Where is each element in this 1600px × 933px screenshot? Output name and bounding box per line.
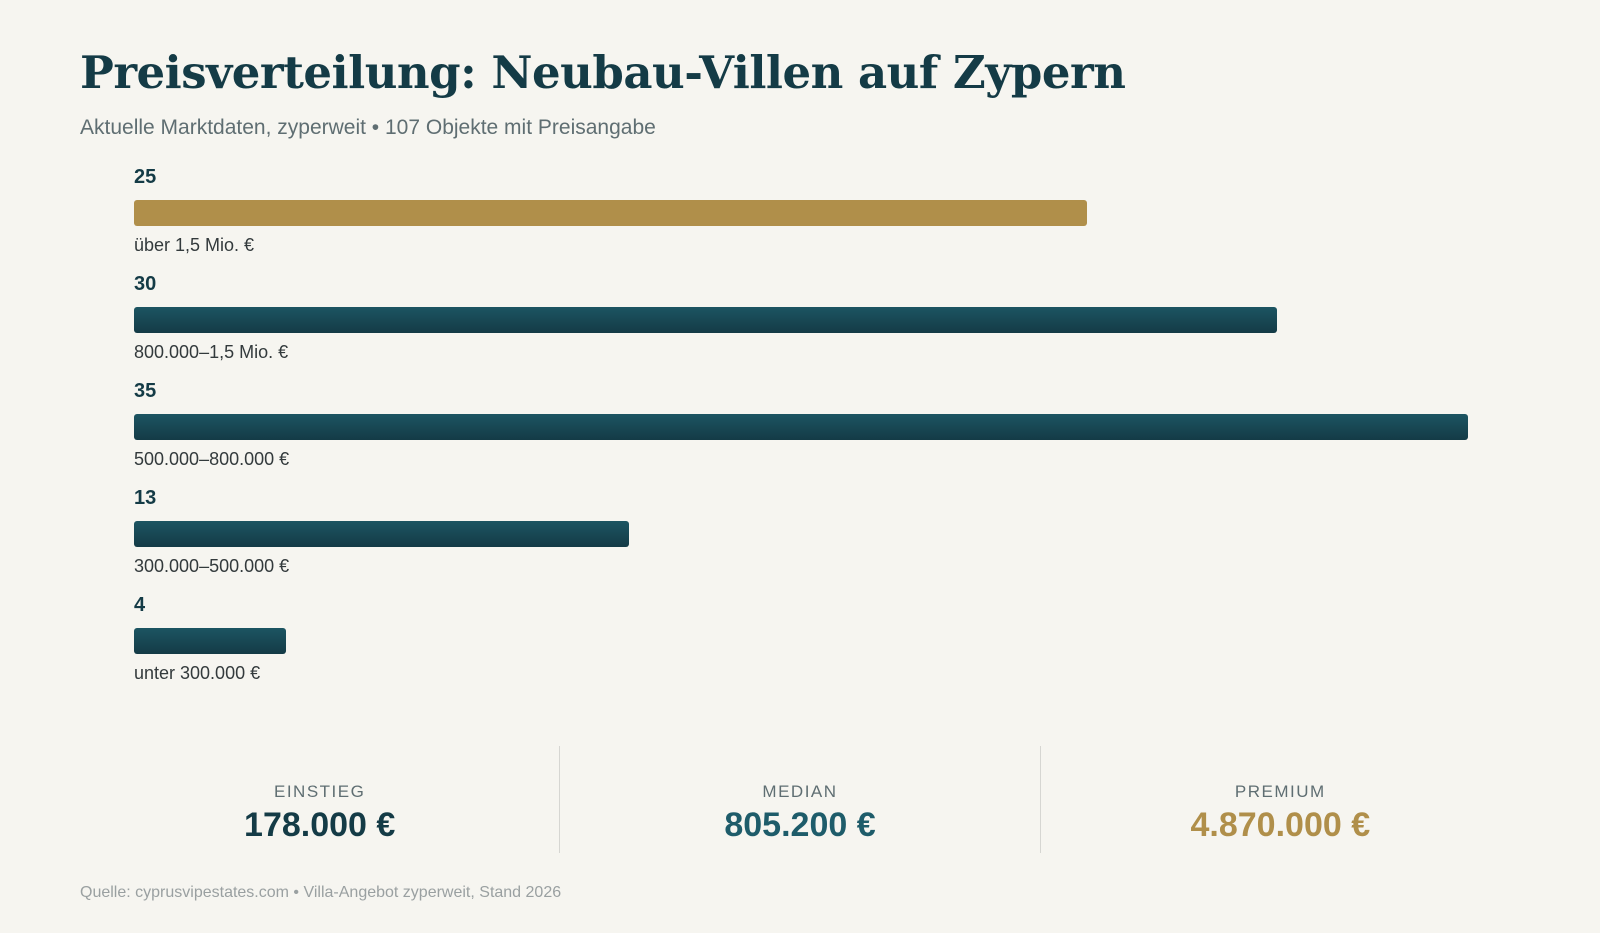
bar-category-label: 800.000–1,5 Mio. €	[134, 342, 289, 362]
bar	[134, 414, 1468, 440]
bar-chart: 25 über 1,5 Mio. € 30 800.000–1,5 Mio. € 35 5…	[134, 166, 1468, 701]
stat-label: EINSTIEG	[273, 782, 366, 801]
bar-value-label: 30	[134, 273, 157, 295]
bar	[134, 200, 1087, 226]
chart-title: Preisverteilung: Neubau-Villen auf Zyper…	[80, 46, 1126, 99]
bar-category-label: 300.000–500.000 €	[134, 556, 290, 576]
bar-track	[134, 414, 1468, 440]
stat-einstieg: EINSTIEG 178.000 €	[80, 746, 559, 853]
bar	[134, 628, 286, 654]
stat-value: 4.870.000 €	[1190, 806, 1371, 844]
bar-row: 4 unter 300.000 €	[134, 594, 1468, 701]
stat-label: PREMIUM	[1234, 782, 1326, 801]
stat-premium: PREMIUM 4.870.000 €	[1039, 746, 1520, 853]
bar-row: 30 800.000–1,5 Mio. €	[134, 273, 1468, 380]
bar-category-label: unter 300.000 €	[134, 663, 261, 683]
stat-median: MEDIAN 805.200 €	[559, 746, 1039, 853]
bar-track	[134, 628, 1468, 654]
bar-value-label: 35	[134, 380, 157, 402]
bar	[134, 307, 1277, 333]
bar-row: 35 500.000–800.000 €	[134, 380, 1468, 487]
bar-row: 13 300.000–500.000 €	[134, 487, 1468, 594]
bar-row: 25 über 1,5 Mio. €	[134, 166, 1468, 273]
source-note: Quelle: cyprusvipestates.com • Villa-Ang…	[80, 884, 562, 901]
bar-track	[134, 307, 1468, 333]
bar-value-label: 4	[134, 594, 146, 616]
chart-subtitle: Aktuelle Marktdaten, zyperweit • 107 Obj…	[80, 116, 656, 139]
bar-value-label: 13	[134, 487, 157, 509]
stat-value: 805.200 €	[724, 806, 876, 844]
stat-value: 178.000 €	[244, 806, 396, 844]
bar-track	[134, 200, 1468, 226]
bar-track	[134, 521, 1468, 547]
stat-label: MEDIAN	[762, 782, 838, 801]
stats-panel: EINSTIEG 178.000 € MEDIAN 805.200 € PREMIUM 4…	[80, 746, 1520, 853]
bar-value-label: 25	[134, 166, 157, 188]
bar-category-label: 500.000–800.000 €	[134, 449, 290, 469]
bar-category-label: über 1,5 Mio. €	[134, 235, 255, 255]
bar	[134, 521, 629, 547]
